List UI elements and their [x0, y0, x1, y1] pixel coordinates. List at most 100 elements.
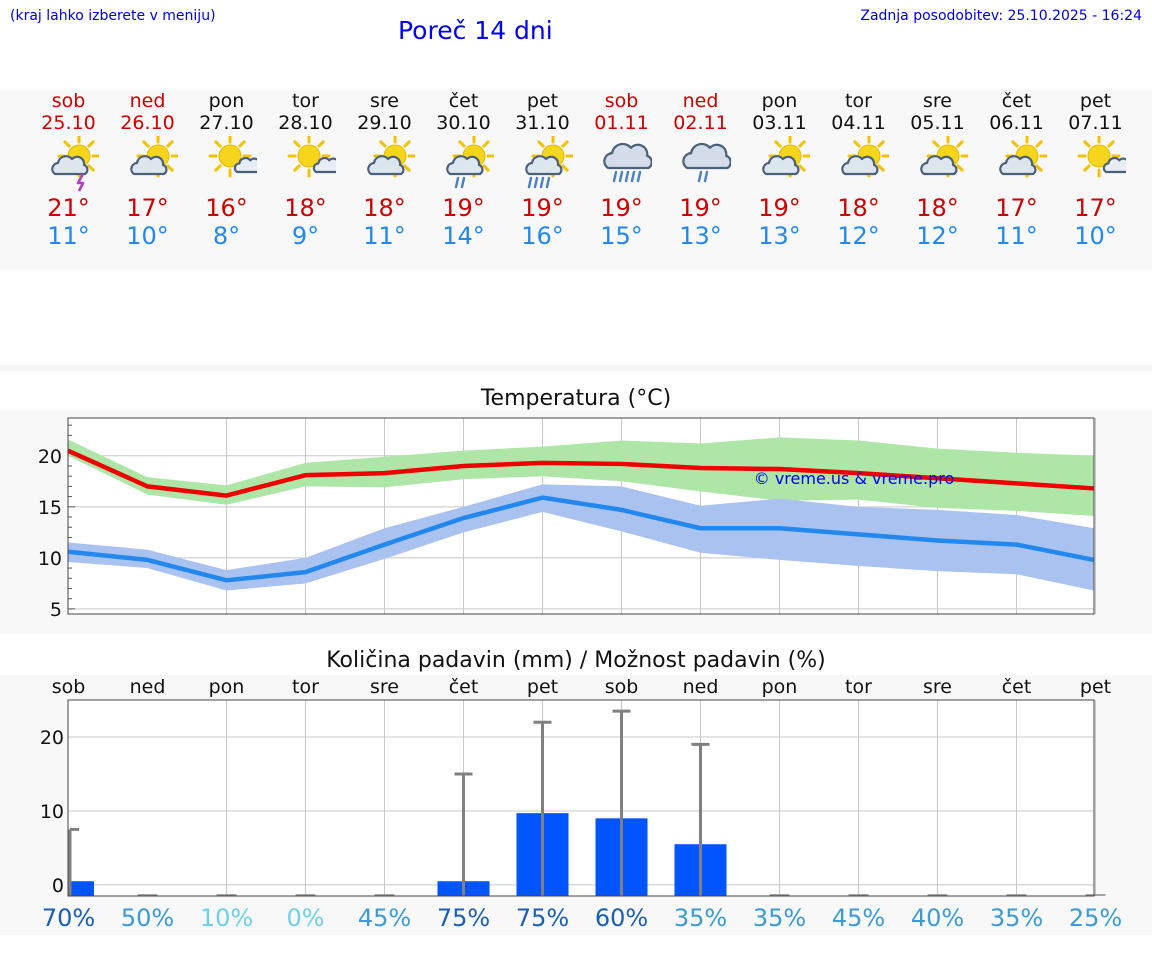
- day-column: sob 01.11 19° 15°: [582, 90, 661, 250]
- day-label: ned: [683, 676, 719, 698]
- separator: [0, 365, 1152, 371]
- day-column: sre 05.11 18° 12°: [898, 90, 977, 250]
- sun-cloud-icon: [761, 134, 811, 178]
- day-column: tor 04.11 18° 12°: [819, 90, 898, 250]
- day-column: sob 25.10 21° 11°: [29, 90, 108, 250]
- day-date: 28.10: [278, 112, 333, 134]
- sun-small-cloud-icon: [266, 134, 345, 192]
- day-label: sre: [370, 676, 399, 698]
- temp-min: 12°: [916, 222, 959, 250]
- day-column: pet 07.11 17° 10°: [1056, 90, 1135, 250]
- day-name: sob: [51, 90, 86, 112]
- day-label: čet: [1002, 676, 1032, 698]
- y-tick-label: 15: [38, 497, 62, 519]
- sun-cloud-thunder-icon: [50, 134, 100, 192]
- temp-min: 13°: [758, 222, 801, 250]
- day-date: 06.11: [989, 112, 1044, 134]
- temperature-chart-title: Temperatura (°C): [480, 386, 672, 411]
- y-tick-label: 20: [38, 446, 62, 468]
- sun-small-cloud-icon: [1056, 134, 1135, 192]
- precip-probability: 35%: [990, 904, 1043, 932]
- sun-cloud-icon: [819, 134, 898, 192]
- day-column: pet 31.10 19° 16°: [503, 90, 582, 250]
- day-name: pet: [1079, 90, 1112, 112]
- day-date: 31.10: [515, 112, 570, 134]
- day-date: 26.10: [120, 112, 175, 134]
- temp-min: 16°: [521, 222, 564, 250]
- day-date: 27.10: [199, 112, 254, 134]
- day-name: čet: [448, 90, 479, 112]
- plot-frame: [67, 699, 1095, 897]
- day-name: sre: [923, 90, 952, 112]
- temp-max: 17°: [126, 194, 169, 222]
- day-column: ned 26.10 17° 10°: [108, 90, 187, 250]
- day-label: ned: [130, 676, 166, 698]
- day-column: sre 29.10 18° 11°: [345, 90, 424, 250]
- day-name: tor: [292, 90, 319, 112]
- day-column: pon 03.11 19° 13°: [740, 90, 819, 250]
- day-date: 05.11: [910, 112, 965, 134]
- day-label: sob: [52, 676, 86, 698]
- day-name: pon: [761, 90, 798, 112]
- temp-max: 17°: [1074, 194, 1117, 222]
- day-label: pon: [762, 676, 798, 698]
- min-temp-line: [67, 495, 1095, 583]
- temp-max: 21°: [47, 194, 90, 222]
- day-column: tor 28.10 18° 9°: [266, 90, 345, 250]
- temp-min: 11°: [47, 222, 90, 250]
- daily-forecast-strip: sob 25.10 21° 11° ned 26.10 17° 10° pon …: [0, 90, 1152, 270]
- temp-min: 14°: [442, 222, 485, 250]
- watermark: © vreme.us & vreme.pro: [754, 469, 955, 488]
- precipitation-chart: sob ned pon tor sre čet pet sob ned pon tor sre čet p…: [40, 676, 1122, 932]
- precip-probability: 40%: [911, 904, 964, 932]
- page-title: Poreč 14 dni: [398, 16, 553, 45]
- precip-probability: 45%: [358, 904, 411, 932]
- temp-max: 17°: [995, 194, 1038, 222]
- precip-probability: 75%: [437, 904, 490, 932]
- day-name: tor: [845, 90, 872, 112]
- cloud-rain-icon: [681, 142, 732, 183]
- temp-max: 18°: [363, 194, 406, 222]
- precip-bar: [68, 881, 94, 896]
- temp-min: 10°: [126, 222, 169, 250]
- sun-cloud-icon: [345, 134, 424, 192]
- temp-max: 18°: [837, 194, 880, 222]
- y-tick-label: 0: [52, 875, 64, 897]
- temperature-chart: 5 10 15 20 © vreme.us & vreme.pro: [38, 417, 1096, 621]
- y-tick-label: 5: [50, 599, 62, 621]
- sun-cloud-icon: [108, 134, 187, 192]
- precip-probability: 45%: [832, 904, 885, 932]
- day-name: sob: [604, 90, 639, 112]
- day-label: sre: [923, 676, 952, 698]
- sun-cloud-heavy-rain-icon: [503, 134, 582, 192]
- precip-probability: 35%: [753, 904, 806, 932]
- temp-max: 18°: [284, 194, 327, 222]
- day-column: čet 06.11 17° 11°: [977, 90, 1056, 250]
- day-date: 29.10: [357, 112, 412, 134]
- temp-min: 11°: [995, 222, 1038, 250]
- sun-small-cloud-icon: [1077, 134, 1132, 178]
- day-date: 01.11: [594, 112, 649, 134]
- day-date: 07.11: [1068, 112, 1123, 134]
- sun-small-cloud-icon: [287, 134, 342, 178]
- day-date: 04.11: [831, 112, 886, 134]
- temp-min: 12°: [837, 222, 880, 250]
- precip-probability: 50%: [121, 904, 174, 932]
- temp-max: 19°: [442, 194, 485, 222]
- sun-cloud-rain-icon: [424, 134, 503, 192]
- precip-probability: 70%: [42, 904, 95, 932]
- day-label: čet: [449, 676, 479, 698]
- day-label: sob: [605, 676, 639, 698]
- day-column: pon 27.10 16° 8°: [187, 90, 266, 250]
- y-tick-label: 20: [40, 727, 64, 749]
- sun-small-cloud-icon: [187, 134, 266, 192]
- day-name: pon: [208, 90, 245, 112]
- temp-max: 19°: [521, 194, 564, 222]
- cloud-heavy-rain-icon: [602, 142, 653, 183]
- sun-cloud-icon: [129, 134, 179, 178]
- last-update: Zadnja posodobitev: 25.10.2025 - 16:24: [860, 8, 1142, 24]
- sun-cloud-thunder-icon: [29, 134, 108, 192]
- location-hint: (kraj lahko izberete v meniju): [10, 8, 216, 24]
- sun-cloud-icon: [919, 134, 969, 178]
- sun-cloud-icon: [998, 134, 1048, 178]
